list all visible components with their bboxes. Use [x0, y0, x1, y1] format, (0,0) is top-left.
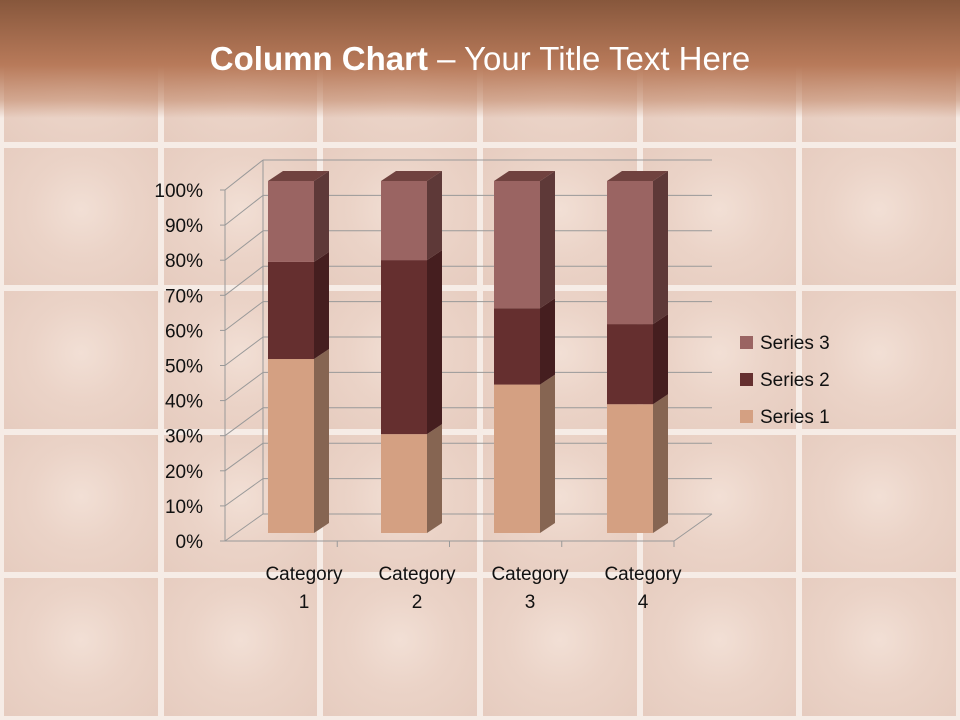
y-tick-label: 10%: [165, 497, 203, 518]
bar-side: [427, 171, 442, 261]
bar-segment-series-1: [607, 404, 653, 533]
side-gridline: [224, 371, 264, 402]
bar-side: [314, 251, 329, 360]
face-photo-tile: [4, 578, 158, 716]
bar-side: [314, 349, 329, 533]
face-photo-tile: [802, 434, 956, 573]
side-gridline: [224, 159, 264, 191]
bar-segment-series-1: [381, 434, 427, 533]
x-tick-label: Category: [491, 564, 569, 585]
y-tick-label: 100%: [154, 181, 203, 202]
face-photo-tile: [4, 147, 158, 286]
side-gridline: [224, 407, 264, 437]
y-tick-label: 90%: [165, 216, 203, 237]
face-photo-tile: [4, 291, 158, 429]
y-tick-label: 0%: [176, 532, 204, 553]
side-gridline: [224, 301, 264, 331]
y-tick-label: 50%: [165, 357, 203, 378]
bar-top: [268, 171, 329, 181]
face-photo-tile: [802, 578, 956, 716]
bar-segment-series-2: [607, 324, 653, 405]
bar-segment-series-1: [494, 384, 540, 533]
face-photo-tile: [323, 578, 477, 716]
face-photo-tile: [642, 434, 797, 573]
bar-segment-series-1: [268, 359, 314, 533]
bar-side: [314, 171, 329, 262]
y-tick-label: 60%: [165, 321, 203, 342]
bar-segment-series-2: [381, 260, 427, 435]
x-tick-label: Category: [604, 564, 682, 585]
face-photo-tile: [802, 147, 956, 286]
x-tick-label: 2: [412, 592, 423, 613]
legend-label: Series 1: [760, 407, 830, 428]
bar-top: [607, 171, 668, 181]
legend-label: Series 3: [760, 333, 830, 354]
title-bar: [0, 0, 960, 118]
x-tick-label: 1: [299, 592, 310, 613]
y-tick-label: 20%: [165, 462, 203, 483]
bar-top: [381, 171, 442, 181]
bar-side: [427, 424, 442, 533]
x-tick-label: Category: [378, 564, 456, 585]
side-gridline: [224, 513, 264, 542]
bar-segment-series-3: [494, 181, 540, 309]
legend-swatch: [740, 373, 753, 386]
x-tick-label: 3: [525, 592, 536, 613]
bar-segment-series-3: [607, 181, 653, 325]
face-photo-tile: [483, 578, 637, 716]
y-tick-label: 30%: [165, 427, 203, 448]
face-photo-tile: [802, 291, 956, 429]
side-gridline: [224, 265, 264, 296]
slide-title: Column Chart – Your Title Text Here: [209, 40, 751, 77]
bar-side: [653, 394, 668, 533]
bar-segment-series-3: [268, 181, 314, 262]
side-gridline: [224, 195, 264, 226]
legend-label: Series 2: [760, 370, 830, 391]
face-photo-tile: [642, 578, 797, 716]
bar-side: [653, 171, 668, 325]
face-photo-tile: [642, 291, 797, 429]
bar-segment-series-2: [494, 308, 540, 385]
side-gridline: [224, 336, 264, 366]
y-tick-label: 40%: [165, 392, 203, 413]
bar-side: [427, 250, 442, 435]
bar-side: [540, 171, 555, 309]
x-tick-label: 4: [638, 592, 649, 613]
face-photo-tile: [163, 578, 318, 716]
bar-segment-series-3: [381, 181, 427, 261]
bar-top: [494, 171, 555, 181]
bar-segment-series-2: [268, 261, 314, 360]
x-tick-label: Category: [265, 564, 343, 585]
legend-swatch: [740, 410, 753, 423]
side-gridline: [224, 478, 264, 507]
bar-side: [540, 298, 555, 385]
bar-side: [540, 374, 555, 533]
bar-side: [653, 314, 668, 405]
face-photo-tile: [642, 147, 797, 286]
y-tick-label: 70%: [165, 286, 203, 307]
y-tick-label: 80%: [165, 251, 203, 272]
face-photo-tile: [4, 434, 158, 573]
floor-right-edge: [673, 513, 713, 542]
side-gridline: [224, 230, 264, 261]
legend-swatch: [740, 336, 753, 349]
side-gridline: [224, 442, 264, 472]
